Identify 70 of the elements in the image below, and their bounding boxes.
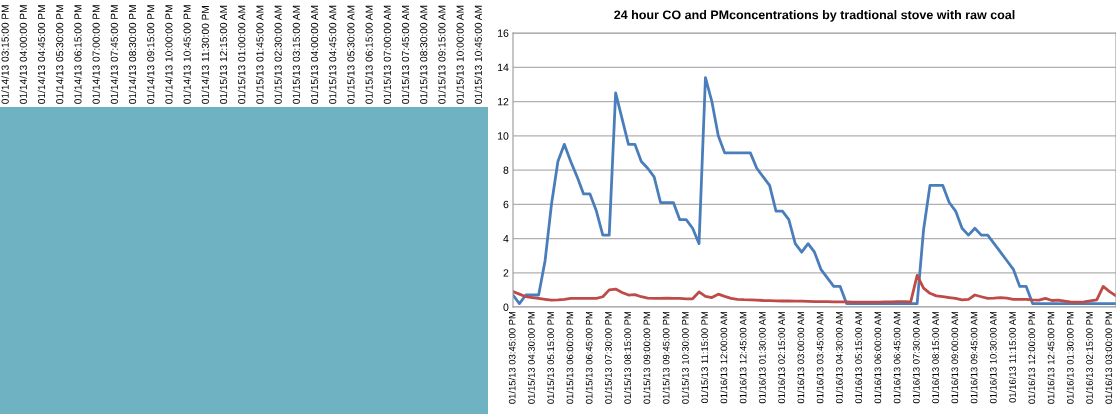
category-label: 01/15/13 05:30:00 AM bbox=[347, 5, 355, 104]
category-label: 01/15/13 06:15:00 AM bbox=[365, 5, 373, 104]
y-tick-label: 2 bbox=[503, 269, 509, 277]
x-tick-label: 01/16/13 11:15:00 AM bbox=[1008, 311, 1016, 403]
y-tick-label: 6 bbox=[503, 200, 509, 209]
x-tick-label: 01/15/13 05:15:00 PM bbox=[547, 311, 555, 404]
x-tick-label: 01/16/13 06:45:00 AM bbox=[893, 311, 901, 404]
y-tick-label: 8 bbox=[503, 166, 509, 174]
category-label: 01/14/13 10:00:00 PM bbox=[165, 5, 173, 104]
category-label: 01/15/13 10:00:00 AM bbox=[456, 5, 464, 104]
category-label: 01/15/13 01:45:00 AM bbox=[256, 5, 264, 104]
category-label: 01/15/13 09:15:00 AM bbox=[438, 5, 446, 104]
x-tick-label: 01/16/13 05:15:00 AM bbox=[855, 311, 862, 404]
x-tick-label: 01/16/13 01:30:00 PM bbox=[1066, 311, 1074, 404]
category-label: 01/14/13 04:00:00 PM bbox=[19, 5, 27, 104]
category-label: 01/14/13 09:15:00 PM bbox=[146, 5, 155, 104]
line-series bbox=[513, 273, 1116, 304]
x-tick-label: 01/16/13 09:00:00 AM bbox=[951, 311, 959, 404]
category-label: 01/15/13 07:00:00 AM bbox=[383, 5, 391, 104]
category-label: 01/14/13 08:30:00 PM bbox=[128, 5, 137, 104]
x-tick-label: 01/15/13 10:30:00 PM bbox=[681, 311, 689, 404]
y-tick-label: 14 bbox=[498, 63, 509, 72]
category-label: 01/14/13 07:45:00 PM bbox=[110, 5, 118, 104]
x-tick-label: 01/16/13 02:15:00 PM bbox=[1085, 311, 1093, 404]
x-tick-label: 01/15/13 07:30:00 PM bbox=[604, 311, 612, 404]
category-label: 01/15/13 04:00:00 AM bbox=[310, 5, 319, 104]
y-tick-label: 4 bbox=[503, 235, 509, 243]
category-label: 01/14/13 05:30:00 PM bbox=[55, 5, 64, 104]
y-tick-label: 12 bbox=[498, 98, 509, 106]
x-tick-label: 01/15/13 09:00:00 PM bbox=[643, 311, 651, 404]
x-tick-label: 01/15/13 04:30:00 PM bbox=[527, 311, 535, 404]
x-tick-label: 01/16/13 01:30:00 AM bbox=[758, 311, 766, 404]
x-tick-label: 01/16/13 12:45:00 AM bbox=[739, 311, 747, 404]
x-tick-label: 01/15/13 08:15:00 PM bbox=[624, 311, 631, 404]
category-label: 01/15/13 12:15:00 AM bbox=[219, 5, 228, 104]
y-tick-label: 0 bbox=[503, 303, 509, 311]
chart-title: 24 hour CO and PMconcentrations by tradtional stove with raw coal bbox=[614, 10, 1015, 22]
category-label: 01/14/13 06:15:00 PM bbox=[74, 5, 82, 104]
x-tick-label: 01/15/13 09:45:00 PM bbox=[662, 311, 670, 404]
x-tick-label: 01/16/13 12:00:00 AM bbox=[720, 311, 728, 404]
category-label: 01/15/13 07:45:00 AM bbox=[401, 5, 410, 104]
x-tick-label: 01/16/13 06:00:00 AM bbox=[874, 311, 882, 404]
x-tick-label: 01/16/13 09:45:00 AM bbox=[970, 311, 978, 404]
x-tick-label: 01/16/13 03:00:00 AM bbox=[797, 311, 805, 404]
x-tick-label: 01/15/13 06:00:00 PM bbox=[566, 311, 574, 404]
category-label: 01/14/13 11:30:00 PM bbox=[201, 6, 209, 104]
category-label: 01/15/13 08:30:00 AM bbox=[419, 5, 428, 104]
x-tick-label: 01/16/13 02:15:00 AM bbox=[778, 311, 785, 404]
category-label: 01/14/13 07:00:00 PM bbox=[92, 5, 100, 104]
x-tick-label: 01/16/13 08:15:00 AM bbox=[931, 311, 939, 404]
y-tick-label: 16 bbox=[498, 29, 509, 37]
x-tick-label: 01/15/13 06:45:00 PM bbox=[585, 311, 593, 404]
x-tick-label: 01/16/13 03:45:00 AM bbox=[816, 311, 824, 404]
x-tick-label: 01/16/13 10:30:00 AM bbox=[989, 311, 997, 404]
x-tick-label: 01/16/13 07:30:00 AM bbox=[912, 311, 920, 404]
category-label: 01/15/13 04:45:00 AM bbox=[328, 5, 337, 104]
category-label: 01/14/13 04:45:00 PM bbox=[37, 5, 46, 104]
category-label: 01/15/13 02:30:00 AM bbox=[274, 5, 282, 104]
x-tick-label: 01/15/13 03:45:00 PM bbox=[508, 311, 516, 404]
x-tick-label: 01/16/13 12:00:00 PM bbox=[1028, 311, 1036, 404]
x-tick-label: 01/15/13 11:15:00 PM bbox=[701, 311, 708, 404]
category-label: 01/15/13 03:15:00 AM bbox=[292, 5, 300, 104]
x-tick-label: 01/16/13 04:30:00 AM bbox=[835, 311, 843, 404]
category-label: 01/15/13 01:00:00 AM bbox=[237, 5, 246, 104]
x-tick-label: 01/16/13 12:45:00 PM bbox=[1047, 311, 1055, 404]
category-label: 01/14/13 10:45:00 PM bbox=[183, 5, 191, 104]
category-label: 01/15/13 10:45:00 AM bbox=[474, 5, 482, 104]
x-tick-label: 01/16/13 03:00:00 PM bbox=[1105, 311, 1113, 404]
y-tick-label: 10 bbox=[498, 132, 509, 140]
category-label: 01/14/13 03:15:00 PM bbox=[1, 5, 9, 104]
